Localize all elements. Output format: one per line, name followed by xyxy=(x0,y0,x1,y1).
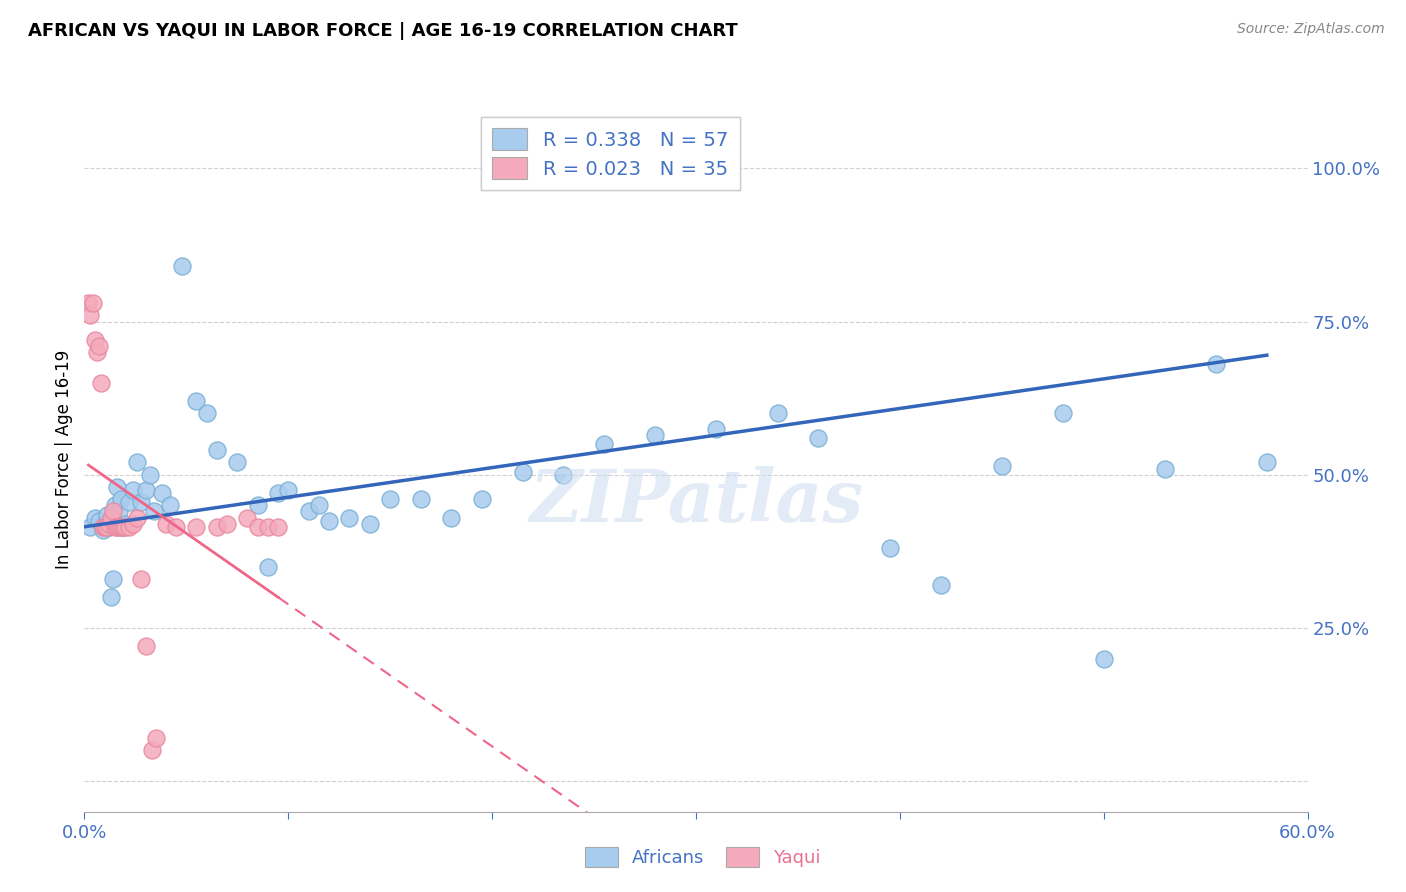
Point xyxy=(165,520,187,534)
Point xyxy=(104,499,127,513)
Point xyxy=(159,499,181,513)
Point xyxy=(100,591,122,605)
Point xyxy=(142,504,165,518)
Point xyxy=(141,743,163,757)
Point xyxy=(1052,406,1074,420)
Point xyxy=(90,376,112,390)
Point xyxy=(257,559,280,574)
Point xyxy=(122,516,145,531)
Point xyxy=(145,731,167,746)
Point xyxy=(104,520,127,534)
Point xyxy=(135,640,157,654)
Point xyxy=(108,504,131,518)
Point xyxy=(704,422,728,436)
Point xyxy=(150,486,173,500)
Point xyxy=(127,510,149,524)
Text: AFRICAN VS YAQUI IN LABOR FORCE | AGE 16-19 CORRELATION CHART: AFRICAN VS YAQUI IN LABOR FORCE | AGE 16… xyxy=(28,22,738,40)
Point xyxy=(1092,651,1115,665)
Point xyxy=(380,492,402,507)
Point xyxy=(236,510,259,524)
Text: ZIPatlas: ZIPatlas xyxy=(529,467,863,537)
Point xyxy=(114,516,136,531)
Point xyxy=(100,510,122,524)
Point xyxy=(318,514,340,528)
Point xyxy=(226,455,249,469)
Point xyxy=(991,458,1014,473)
Point xyxy=(205,443,228,458)
Point xyxy=(766,406,789,420)
Point xyxy=(96,508,118,522)
Point xyxy=(112,520,135,534)
Point xyxy=(87,339,110,353)
Point xyxy=(644,428,666,442)
Point xyxy=(131,572,153,586)
Point xyxy=(217,516,239,531)
Point xyxy=(110,492,132,507)
Point xyxy=(298,504,321,518)
Point xyxy=(186,520,208,534)
Point xyxy=(79,520,101,534)
Point xyxy=(1205,358,1227,372)
Point xyxy=(135,483,157,497)
Point xyxy=(471,492,494,507)
Point xyxy=(83,333,105,347)
Point xyxy=(77,296,100,310)
Point xyxy=(101,504,124,518)
Point xyxy=(97,520,120,534)
Point xyxy=(409,492,432,507)
Point xyxy=(1256,455,1278,469)
Point xyxy=(82,296,104,310)
Point xyxy=(105,520,128,534)
Point xyxy=(512,465,534,479)
Point xyxy=(257,520,280,534)
Point xyxy=(807,431,830,445)
Point xyxy=(114,520,136,534)
Point xyxy=(122,483,145,497)
Point xyxy=(277,483,299,497)
Point xyxy=(138,467,160,482)
Point xyxy=(246,520,269,534)
Point xyxy=(929,578,952,592)
Point xyxy=(93,516,115,531)
Point xyxy=(87,514,110,528)
Point xyxy=(195,406,218,420)
Y-axis label: In Labor Force | Age 16-19: In Labor Force | Age 16-19 xyxy=(55,350,73,569)
Point xyxy=(308,499,330,513)
Point xyxy=(110,520,132,534)
Point xyxy=(879,541,901,556)
Point xyxy=(127,455,149,469)
Point xyxy=(96,520,118,534)
Point xyxy=(172,260,194,274)
Legend: Africans, Yaqui: Africans, Yaqui xyxy=(578,839,828,874)
Point xyxy=(118,495,141,509)
Point xyxy=(155,516,177,531)
Point xyxy=(91,520,114,534)
Point xyxy=(112,520,135,534)
Point xyxy=(83,510,105,524)
Point xyxy=(339,510,360,524)
Point xyxy=(267,486,290,500)
Point xyxy=(118,520,141,534)
Point xyxy=(359,516,381,531)
Point xyxy=(101,572,124,586)
Point xyxy=(97,516,120,531)
Point xyxy=(553,467,575,482)
Point xyxy=(131,495,153,509)
Point xyxy=(91,523,114,537)
Point xyxy=(86,345,108,359)
Point xyxy=(205,520,228,534)
Point xyxy=(108,520,131,534)
Point xyxy=(93,520,115,534)
Point xyxy=(79,309,101,323)
Point xyxy=(593,437,616,451)
Point xyxy=(105,480,128,494)
Point xyxy=(440,510,463,524)
Legend: R = 0.338   N = 57, R = 0.023   N = 35: R = 0.338 N = 57, R = 0.023 N = 35 xyxy=(481,117,740,190)
Text: Source: ZipAtlas.com: Source: ZipAtlas.com xyxy=(1237,22,1385,37)
Point xyxy=(246,499,269,513)
Point xyxy=(267,520,290,534)
Point xyxy=(1153,461,1175,475)
Point xyxy=(186,394,208,409)
